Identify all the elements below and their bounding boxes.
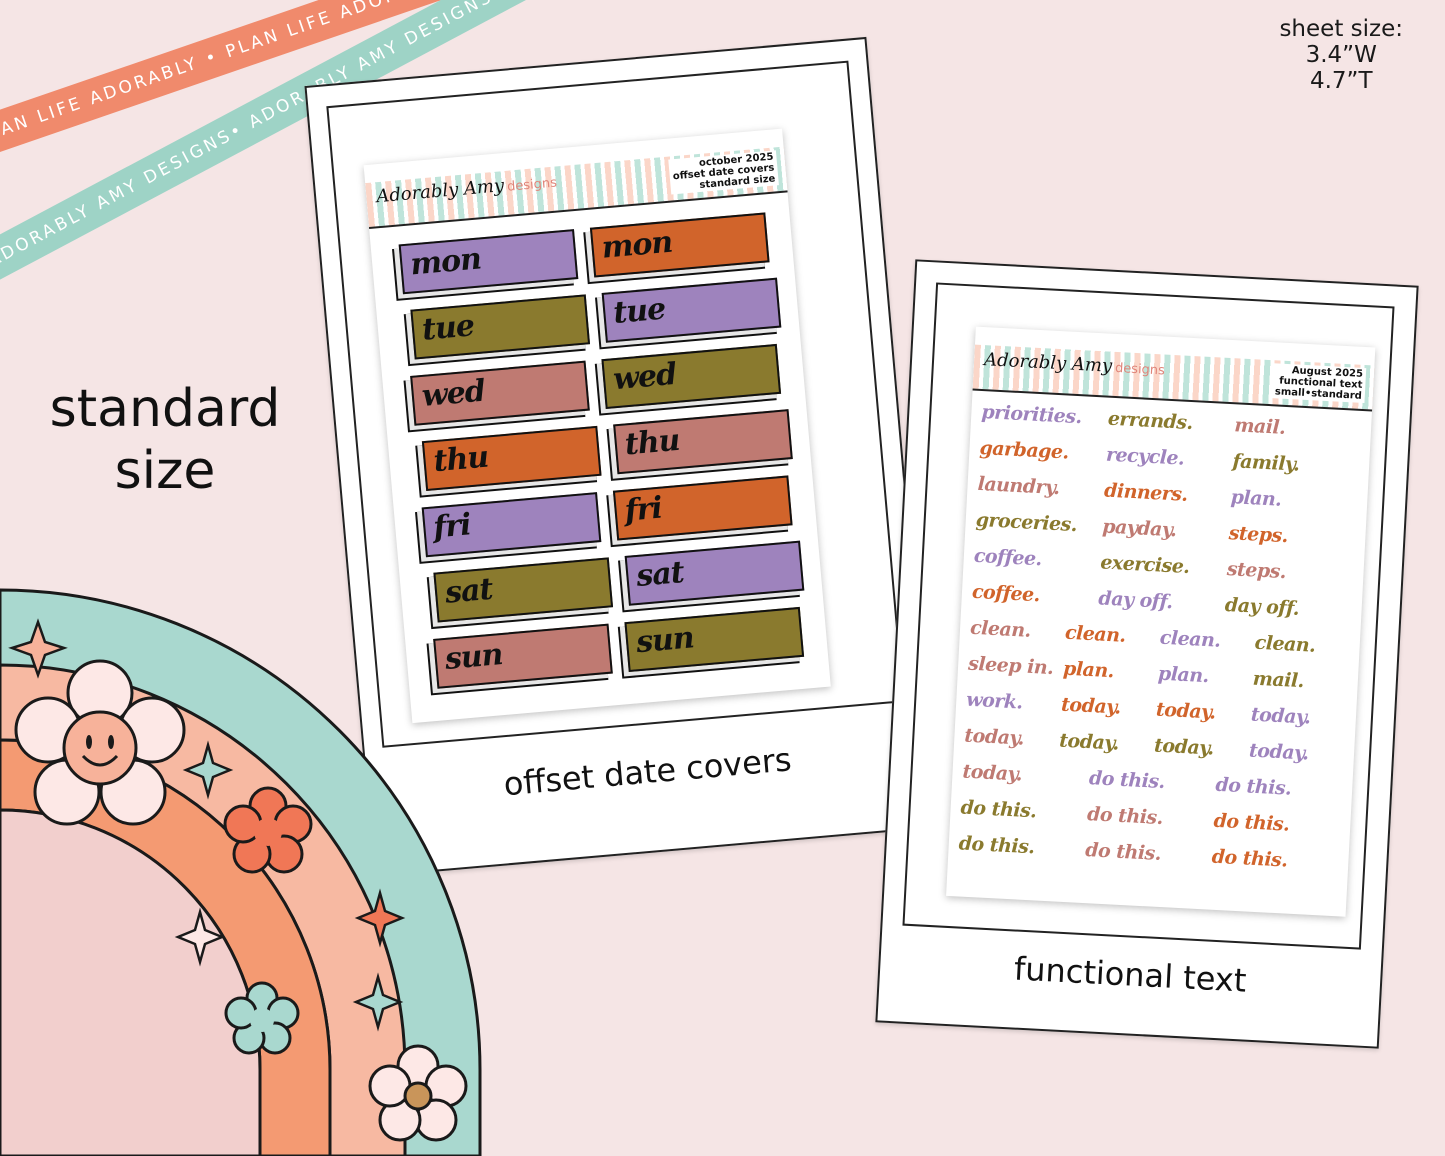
day-cover-thu: thu — [421, 425, 602, 492]
day-cover-fri: fri — [421, 492, 602, 558]
date-covers-sticker-sheet: Adorably Amy designs october 2025 offset … — [363, 128, 831, 724]
functional-word: day off. — [1097, 587, 1174, 614]
day-cover-wed: wed — [601, 343, 782, 410]
functional-word: today. — [1060, 693, 1122, 719]
day-cover-label: tue — [611, 291, 667, 331]
functional-word: do this. — [1086, 803, 1164, 830]
date-covers-frame: Adorably Amy designs october 2025 offset … — [326, 60, 905, 748]
functional-word: payday. — [1101, 515, 1177, 542]
functional-word: coffee. — [973, 544, 1043, 571]
functional-word: today. — [1153, 734, 1215, 760]
sheet-size-info: sheet size: 3.4”W 4.7”T — [1279, 16, 1403, 94]
functional-word: do this. — [1215, 773, 1292, 800]
functional-word: do this. — [1213, 809, 1290, 836]
functional-word: today. — [1250, 703, 1312, 729]
day-cover-tue: tue — [601, 277, 782, 343]
day-cover-label: fri — [431, 507, 472, 546]
day-cover-label: thu — [623, 422, 681, 463]
sparkle-icon — [352, 972, 404, 1032]
functional-word: recycle. — [1105, 443, 1185, 470]
functional-word: clean. — [1159, 626, 1221, 652]
sheet-header: Adorably Amy designs August 2025 function… — [972, 344, 1375, 412]
day-cover-label: wed — [611, 356, 678, 398]
smiley-flower-icon — [14, 659, 186, 826]
day-cover-label: sun — [634, 620, 696, 661]
functional-text-caption: functional text — [1013, 949, 1248, 1000]
day-cover-tue: tue — [410, 294, 591, 360]
day-cover-fri: fri — [612, 475, 793, 541]
sparkle-icon — [174, 907, 226, 967]
functional-word: today. — [1058, 729, 1120, 755]
functional-word: mail. — [1252, 667, 1305, 693]
daisy-icon — [368, 1044, 468, 1142]
day-cover-mon: mon — [398, 229, 579, 295]
mint-flower-icon — [224, 981, 300, 1055]
date-covers-polaroid: Adorably Amy designs october 2025 offset … — [304, 36, 936, 878]
functional-word: coffee. — [971, 580, 1041, 607]
day-cover-label: mon — [408, 241, 483, 283]
functional-word: clean. — [969, 616, 1032, 642]
functional-word: plan. — [1157, 662, 1210, 688]
day-cover-label: tue — [420, 308, 476, 348]
functional-text-frame: Adorably Amy designs August 2025 function… — [902, 282, 1395, 950]
functional-word: priorities. — [980, 401, 1083, 429]
size-label: standard size — [30, 378, 300, 502]
functional-word: do this. — [1088, 767, 1166, 794]
size-label-line1: standard — [49, 379, 281, 439]
day-cover-wed: wed — [410, 360, 590, 426]
day-cover-label: mon — [600, 224, 674, 266]
functional-word: today. — [1155, 698, 1217, 724]
functional-word: clean. — [1064, 621, 1127, 647]
day-cover-sun: sun — [624, 606, 805, 673]
sparkle-icon — [354, 888, 406, 948]
functional-word: sleep in. — [967, 652, 1054, 680]
day-cover-sat: sat — [624, 540, 805, 606]
brand-logo: Adorably Amy designs — [375, 175, 558, 208]
functional-word: do this. — [1211, 845, 1288, 872]
functional-word: work. — [965, 688, 1024, 714]
functional-word: errands. — [1107, 407, 1194, 435]
functional-word: do this. — [958, 832, 1036, 859]
day-cover-sun: sun — [433, 623, 613, 689]
functional-word: day off. — [1224, 594, 1300, 620]
functional-word: do this. — [960, 796, 1037, 823]
sheet-meta: August 2025 functional text small•standa… — [1271, 363, 1367, 404]
functional-word: dinners. — [1103, 479, 1189, 506]
day-cover-label: sun — [443, 637, 504, 677]
functional-word: exercise. — [1099, 551, 1191, 579]
day-cover-label: thu — [432, 439, 490, 480]
functional-word: clean. — [1254, 631, 1316, 657]
day-cover-label: fri — [623, 490, 664, 529]
day-cover-sat: sat — [433, 557, 614, 623]
size-label-line2: size — [114, 441, 216, 501]
sheet-meta: october 2025 offset date covers standard… — [668, 150, 779, 195]
functional-word: today. — [962, 760, 1023, 786]
day-cover-label: wed — [420, 373, 487, 414]
day-cover-mon: mon — [589, 212, 770, 278]
functional-word: mail. — [1233, 414, 1286, 439]
functional-text-sticker-sheet: Adorably Amy designs August 2025 function… — [946, 326, 1376, 917]
brand-logo: Adorably Amy designs — [983, 349, 1166, 379]
functional-word: do this. — [1084, 839, 1162, 865]
sparkle-icon — [182, 740, 234, 800]
sheet-size-height: 4.7”T — [1309, 68, 1373, 94]
functional-word: plan. — [1230, 486, 1282, 511]
sheet-size-title: sheet size: — [1279, 16, 1403, 42]
functional-word: steps. — [1228, 522, 1289, 548]
day-cover-thu: thu — [613, 409, 793, 475]
functional-text-polaroid: Adorably Amy designs August 2025 function… — [875, 259, 1419, 1049]
functional-word: plan. — [1062, 657, 1115, 683]
functional-word: groceries. — [975, 508, 1078, 537]
functional-word: steps. — [1226, 558, 1287, 584]
sparkle-icon — [8, 618, 68, 679]
functional-word: garbage. — [978, 436, 1070, 464]
functional-word: today. — [963, 724, 1025, 750]
coral-flower-icon — [223, 786, 313, 874]
functional-word: family. — [1231, 450, 1301, 476]
day-cover-label: sat — [634, 554, 686, 594]
functional-word: laundry. — [977, 472, 1061, 500]
functional-word: today. — [1248, 739, 1310, 765]
sheet-size-width: 3.4”W — [1305, 42, 1377, 68]
day-cover-label: sat — [443, 571, 494, 611]
